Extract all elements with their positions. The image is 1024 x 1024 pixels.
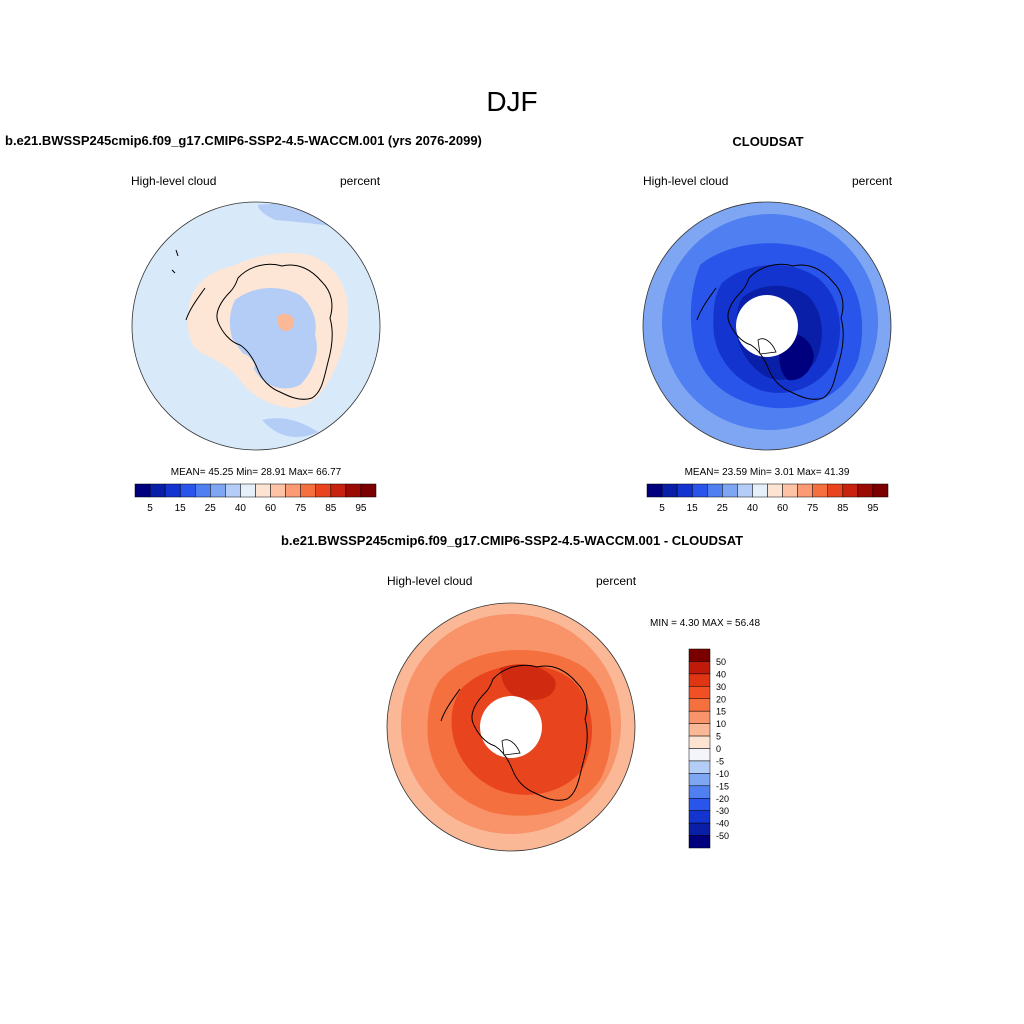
colorbar-tick-label: 5 [147, 503, 153, 514]
panel-title-diff: b.e21.BWSSP245cmip6.f09_g17.CMIP6-SSP2-4… [280, 533, 744, 548]
colorbar-swatch [688, 735, 711, 749]
colorbar-swatch [210, 483, 226, 498]
colorbar-swatch [857, 483, 874, 498]
colorbar-tick-label: -10 [716, 769, 729, 779]
colorbar-swatch [240, 483, 256, 498]
colorbar-swatch [255, 483, 271, 498]
units-label-model: percent [340, 174, 381, 188]
colorbar-swatch [842, 483, 859, 498]
colorbar-tick-label: 20 [716, 694, 726, 704]
colorbar-swatch [149, 483, 166, 498]
colorbar-swatch [688, 773, 711, 787]
colorbar-tick-label: -5 [716, 756, 724, 766]
colorbar-tick-label: -15 [716, 781, 729, 791]
colorbar-tick-label: 75 [295, 503, 307, 514]
colorbar-tick-label: 5 [659, 503, 665, 514]
units-label-diff: percent [596, 574, 637, 588]
colorbar-swatch [330, 483, 347, 498]
stats-diff: MIN = 4.30 MAX = 56.48 [650, 618, 761, 629]
colorbar-swatch [688, 760, 711, 774]
colorbar-swatch [688, 648, 711, 662]
stats-obs: MEAN= 23.59 Min= 3.01 Max= 41.39 [684, 467, 850, 478]
colorbar-swatch [688, 723, 711, 737]
map-obs [642, 201, 892, 451]
colorbar-swatch [707, 483, 723, 498]
colorbar-swatch [179, 483, 196, 498]
variable-label-model: High-level cloud [131, 174, 217, 188]
colorbar-swatch [646, 483, 663, 498]
colorbar-swatch [688, 661, 711, 675]
colorbar-swatch [134, 483, 151, 498]
colorbar-tick-label: 25 [205, 503, 217, 514]
colorbar-tick-label: 25 [717, 503, 729, 514]
colorbar-swatch [688, 698, 711, 712]
panel-title-model: b.e21.BWSSP245cmip6.f09_g17.CMIP6-SSP2-4… [5, 133, 482, 148]
colorbar-tick-label: 15 [175, 503, 187, 514]
colorbar-tick-label: 40 [235, 503, 247, 514]
colorbar-swatch [345, 483, 362, 498]
colorbar-tick-label: 95 [355, 503, 367, 514]
colorbar-swatch [676, 483, 693, 498]
map-diff [386, 602, 636, 852]
colorbar-swatch [225, 483, 241, 498]
colorbar-swatch [688, 798, 711, 811]
colorbar-swatch [270, 483, 286, 498]
colorbar-tick-label: 15 [687, 503, 699, 514]
colorbar-swatch [688, 748, 711, 762]
colorbar-tick-label: 0 [716, 744, 721, 754]
colorbar-tick-label: 30 [716, 682, 726, 692]
colorbar-tick-label: 75 [807, 503, 819, 514]
colorbar-tick-label: 5 [716, 732, 721, 742]
colorbar-swatch [797, 483, 813, 498]
colorbar-swatch [688, 673, 711, 687]
colorbar-swatch [767, 483, 783, 498]
colorbar-swatch [688, 710, 711, 724]
figure-title: DJF [486, 86, 538, 117]
colorbar-swatch [315, 483, 332, 498]
colorbar-swatch [688, 686, 711, 699]
colorbar-swatch [164, 483, 181, 498]
colorbar-model: 5 15 25 40 60 75 85 95 [134, 483, 377, 514]
colorbar-tick-label: -40 [716, 819, 729, 829]
colorbar-swatch [752, 483, 768, 498]
colorbar-swatch [872, 483, 889, 498]
stats-model: MEAN= 45.25 Min= 28.91 Max= 66.77 [170, 467, 342, 478]
colorbar-tick-label: 40 [747, 503, 759, 514]
colorbar-swatch [688, 822, 711, 836]
colorbar-swatch [737, 483, 753, 498]
panel-title-obs: CLOUDSAT [732, 134, 804, 149]
colorbar-swatch [688, 835, 711, 849]
colorbar-tick-label: 60 [777, 503, 789, 514]
colorbar-swatch [812, 483, 828, 498]
colorbar-swatch [285, 483, 301, 498]
colorbar-swatch [300, 483, 316, 498]
colorbar-swatch [661, 483, 678, 498]
colorbar-swatch [195, 483, 211, 498]
colorbar-tick-label: 15 [716, 707, 726, 717]
colorbar-swatch [782, 483, 798, 498]
colorbar-tick-label: 85 [837, 503, 849, 514]
colorbar-swatch [722, 483, 738, 498]
colorbar-tick-label: 85 [325, 503, 337, 514]
colorbar-tick-label: 50 [716, 657, 726, 667]
colorbar-tick-label: 10 [716, 719, 726, 729]
colorbar-swatch [360, 483, 377, 498]
variable-label-diff: High-level cloud [387, 574, 473, 588]
colorbar-tick-label: 95 [867, 503, 879, 514]
colorbar-swatch [827, 483, 844, 498]
units-label-obs: percent [852, 174, 893, 188]
colorbar-swatch [688, 785, 711, 799]
colorbar-tick-label: -50 [716, 831, 729, 841]
colorbar-swatch [691, 483, 708, 498]
map-model [131, 201, 381, 451]
colorbar-tick-label: -20 [716, 794, 729, 804]
colorbar-obs: 5 15 25 40 60 75 85 95 [646, 483, 889, 514]
variable-label-obs: High-level cloud [643, 174, 729, 188]
colorbar-swatch [688, 810, 711, 824]
colorbar-tick-label: 40 [716, 669, 726, 679]
colorbar-tick-label: 60 [265, 503, 277, 514]
colorbar-tick-label: -30 [716, 806, 729, 816]
